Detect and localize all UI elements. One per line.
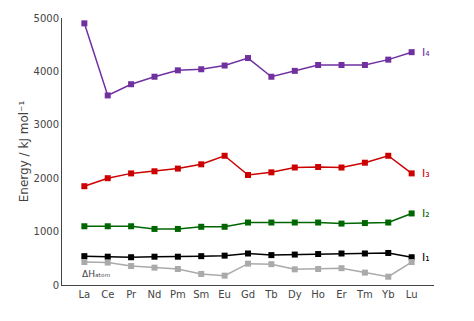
svg-text:I₂: I₂: [422, 207, 430, 220]
svg-text:Dy: Dy: [288, 289, 302, 300]
svg-text:La: La: [78, 289, 90, 300]
svg-text:Yb: Yb: [381, 289, 394, 300]
svg-text:I₃: I₃: [422, 167, 430, 180]
svg-text:Er: Er: [336, 289, 347, 300]
svg-text:Sm: Sm: [193, 289, 209, 300]
svg-text:I₁: I₁: [422, 251, 430, 264]
svg-text:Ce: Ce: [101, 289, 114, 300]
svg-text:Tm: Tm: [356, 289, 373, 300]
svg-text:Ho: Ho: [311, 289, 325, 300]
svg-text:5000: 5000: [34, 13, 59, 24]
svg-text:Tb: Tb: [264, 289, 277, 300]
svg-text:ΔHₐₜₒₘ: ΔHₐₜₒₘ: [82, 269, 111, 279]
svg-text:3000: 3000: [34, 119, 59, 130]
svg-text:Pm: Pm: [170, 289, 186, 300]
svg-text:Energy / kJ mol⁻¹: Energy / kJ mol⁻¹: [17, 101, 31, 203]
svg-text:I₄: I₄: [422, 46, 430, 59]
svg-text:0: 0: [53, 280, 59, 291]
svg-text:1000: 1000: [34, 226, 59, 237]
svg-text:Gd: Gd: [241, 289, 255, 300]
svg-text:Pr: Pr: [126, 289, 137, 300]
svg-text:4000: 4000: [34, 66, 59, 77]
svg-text:Lu: Lu: [406, 289, 418, 300]
svg-text:Eu: Eu: [218, 289, 231, 300]
svg-text:Nd: Nd: [148, 289, 162, 300]
svg-text:2000: 2000: [34, 173, 59, 184]
